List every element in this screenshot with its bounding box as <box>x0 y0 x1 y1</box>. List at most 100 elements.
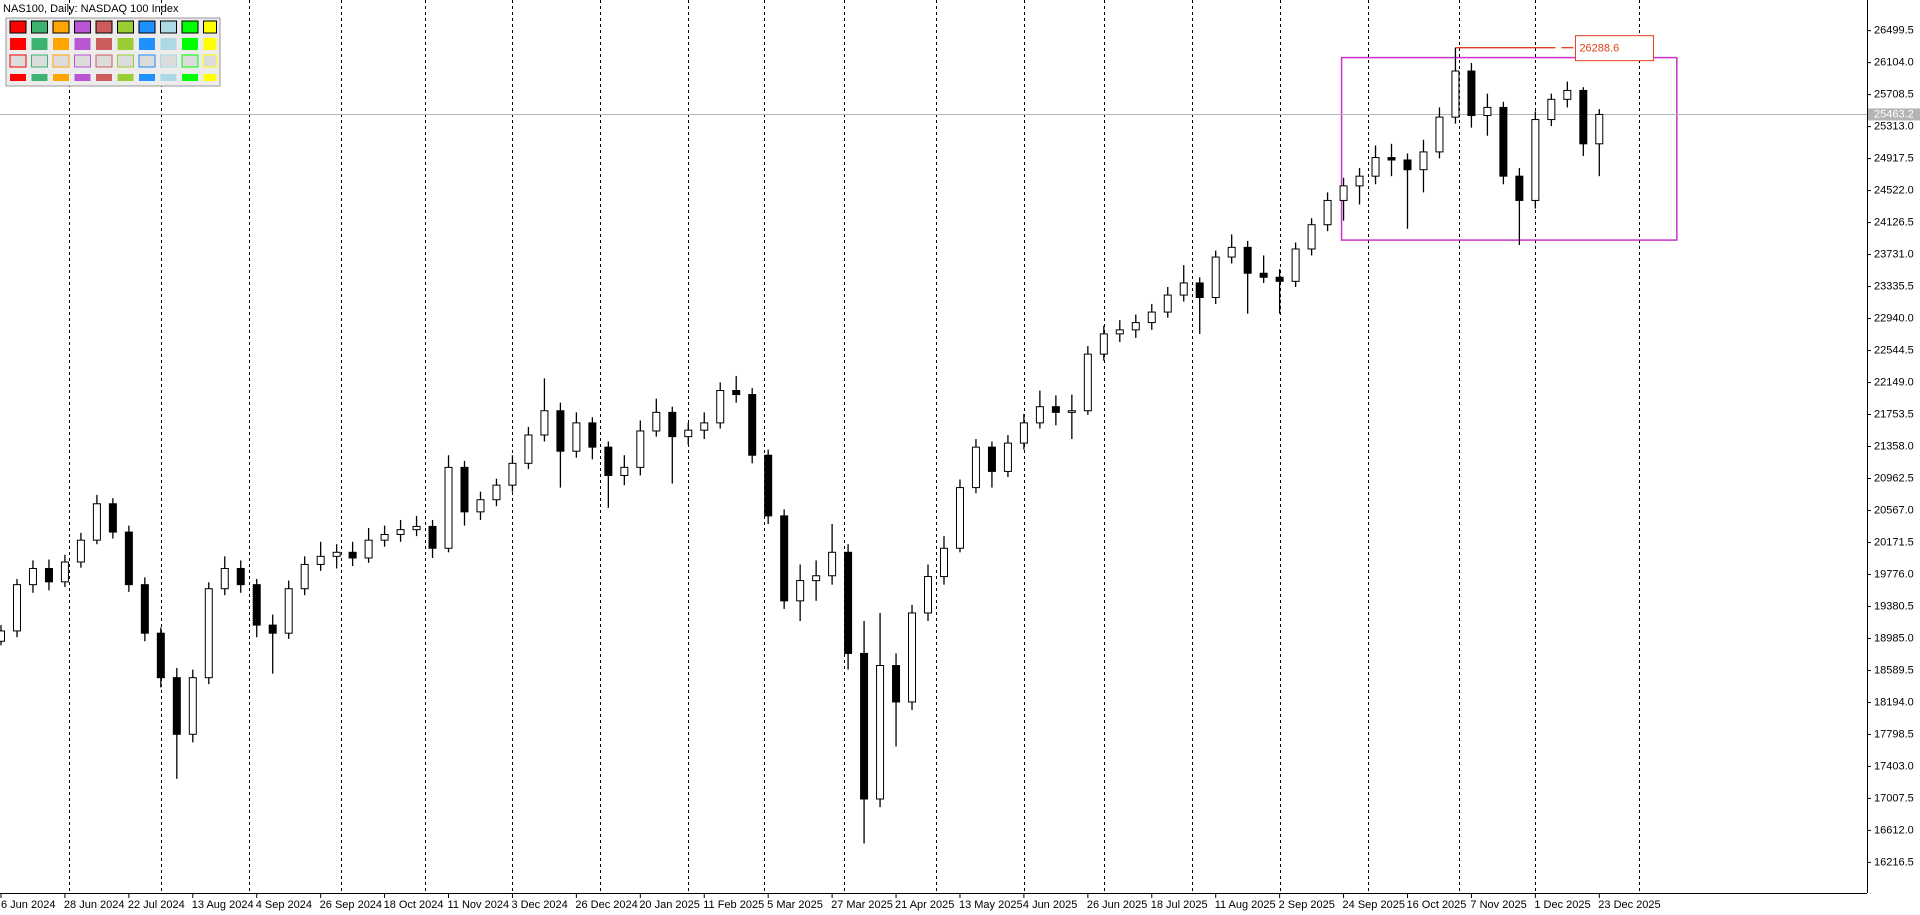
candle-body <box>380 534 389 541</box>
current-price-label: 25463.2 <box>1874 108 1914 120</box>
candle-body <box>1195 282 1204 299</box>
peak-label: 26288.6 <box>1579 43 1619 55</box>
candle-body <box>1515 175 1524 201</box>
candle-body <box>396 529 405 536</box>
plot-layer <box>0 0 1867 893</box>
candle-body <box>1291 248 1300 282</box>
candle-body <box>780 515 789 602</box>
candle-body <box>892 665 901 703</box>
candle-body <box>332 551 341 557</box>
candle-body <box>1067 410 1076 413</box>
y-tick-label: 21753.5 <box>1874 408 1914 420</box>
candle-body <box>876 665 885 800</box>
candle-body <box>716 390 725 424</box>
candle-body <box>860 652 869 800</box>
candle-body <box>28 567 37 586</box>
x-tick-label: 26 Jun 2025 <box>1087 899 1148 911</box>
x-tick-label: 3 Dec 2024 <box>511 899 567 911</box>
candle-body <box>108 503 117 533</box>
candle-body <box>1499 106 1508 177</box>
candle-body <box>748 394 757 456</box>
candle-body <box>124 531 133 586</box>
x-tick-label: 18 Jul 2025 <box>1151 899 1208 911</box>
x-tick-label: 27 Mar 2025 <box>831 899 893 911</box>
peak-label-box <box>1574 35 1654 62</box>
y-tick-label: 26499.5 <box>1874 25 1914 37</box>
candle-body <box>971 446 980 489</box>
x-tick-label: 11 Aug 2025 <box>1215 899 1276 911</box>
candle-body <box>1019 422 1028 444</box>
candle-body <box>316 555 325 565</box>
chart-title: NAS100, Daily: NASDAQ 100 Index <box>3 3 179 15</box>
candle-body <box>732 390 741 396</box>
candle-body <box>508 462 517 486</box>
x-tick-label: 20 Jan 2025 <box>639 899 700 911</box>
candle-body <box>1371 157 1380 177</box>
candle-body <box>684 429 693 438</box>
candle-body <box>1051 406 1060 413</box>
candle-body <box>1531 119 1540 201</box>
candle-body <box>572 422 581 452</box>
candle-body <box>1243 246 1252 274</box>
x-tick-label: 6 Jun 2024 <box>1 899 55 911</box>
y-tick-label: 18589.5 <box>1874 664 1914 676</box>
candle-body <box>284 588 293 634</box>
candle-body <box>1387 157 1396 161</box>
y-tick-label: 19380.5 <box>1874 600 1914 612</box>
x-tick-label: 13 Aug 2024 <box>192 899 254 911</box>
x-tick-label: 26 Dec 2024 <box>575 899 637 911</box>
y-tick-label: 22149.0 <box>1874 376 1914 388</box>
y-tick-label: 24917.5 <box>1874 152 1914 164</box>
candle-body <box>908 612 917 703</box>
y-tick-label: 23335.5 <box>1874 280 1914 292</box>
candle-body <box>1483 106 1492 117</box>
candle-body <box>764 454 773 517</box>
candle-body <box>1259 272 1268 278</box>
candle-body <box>588 422 597 448</box>
y-tick-label: 18194.0 <box>1874 696 1914 708</box>
candle-body <box>12 584 21 632</box>
candle-body <box>236 567 245 586</box>
x-tick-label: 21 Apr 2025 <box>895 899 954 911</box>
candle-body <box>1355 175 1364 187</box>
y-tick-label: 17403.0 <box>1874 760 1914 772</box>
candle-body <box>1467 70 1476 117</box>
y-tick-label: 20171.5 <box>1874 536 1914 548</box>
candle-body <box>1403 159 1412 171</box>
x-tick-label: 22 Jul 2024 <box>128 899 185 911</box>
x-tick-label: 13 May 2025 <box>959 899 1023 911</box>
candle-body <box>476 499 485 513</box>
candle-body <box>1435 116 1444 153</box>
candle-body <box>1147 311 1156 324</box>
x-tick-label: 11 Feb 2025 <box>703 899 764 911</box>
candle-body <box>1579 89 1588 145</box>
palette-row <box>10 74 217 81</box>
x-tick-label: 4 Jun 2025 <box>1023 899 1077 911</box>
candle-body <box>156 632 165 679</box>
candle-body <box>220 567 229 590</box>
candle-body <box>428 525 437 549</box>
candle-body <box>939 547 948 578</box>
candle-body <box>1227 246 1236 258</box>
candle-body <box>412 525 421 531</box>
x-tick-label: 24 Sep 2025 <box>1343 899 1405 911</box>
candle-body <box>44 567 53 583</box>
candle-body <box>1211 256 1220 299</box>
y-tick-label: 26104.0 <box>1874 57 1914 69</box>
candle-body <box>1099 333 1108 355</box>
candle-body <box>348 551 357 559</box>
y-tick-label: 25708.5 <box>1874 89 1914 101</box>
candle-body <box>812 575 821 582</box>
candle-body <box>0 630 5 642</box>
candle-body <box>1115 329 1124 335</box>
candle-body <box>1179 282 1188 296</box>
y-tick-label: 21358.0 <box>1874 440 1914 452</box>
candle-body <box>540 410 549 436</box>
candle-body <box>524 434 533 464</box>
candle-body <box>172 677 181 735</box>
y-tick-label: 17007.5 <box>1874 792 1914 804</box>
candle-body <box>300 563 309 590</box>
x-tick-label: 26 Sep 2024 <box>320 899 382 911</box>
candle-body <box>1275 276 1284 282</box>
